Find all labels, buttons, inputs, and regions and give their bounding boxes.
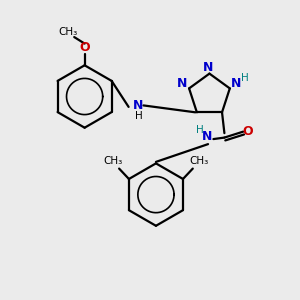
Text: N: N xyxy=(201,130,212,143)
Text: CH₃: CH₃ xyxy=(103,156,122,166)
Text: H: H xyxy=(135,111,142,122)
Text: O: O xyxy=(243,124,254,138)
Text: N: N xyxy=(203,61,213,74)
Text: N: N xyxy=(133,99,143,112)
Text: O: O xyxy=(79,41,90,54)
Text: N: N xyxy=(231,77,242,90)
Text: N: N xyxy=(177,77,188,90)
Text: CH₃: CH₃ xyxy=(190,156,209,166)
Text: H: H xyxy=(196,125,204,135)
Text: CH₃: CH₃ xyxy=(58,27,78,37)
Text: H: H xyxy=(242,73,249,83)
